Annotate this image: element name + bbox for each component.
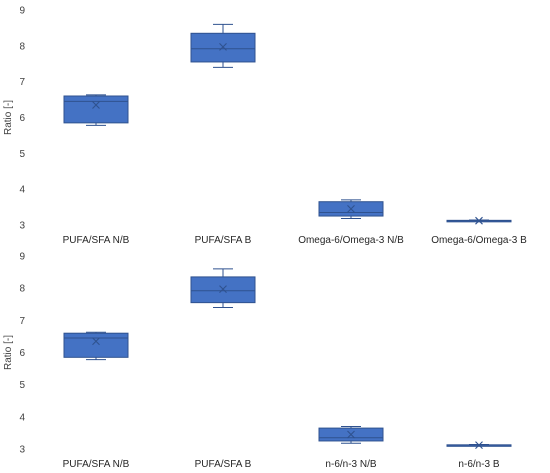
chart1-category-label: PUFA/SFA B	[195, 235, 252, 246]
chart1-y-axis-label: Ratio [-]	[3, 100, 14, 135]
chart2-y-tick-label: 5	[19, 380, 25, 391]
chart2-category-label: PUFA/SFA N/B	[63, 459, 130, 470]
chart1-y-tick-label: 6	[19, 113, 25, 124]
chart2-y-tick-label: 9	[19, 252, 25, 263]
chart1-y-tick-label: 3	[19, 221, 25, 232]
chart2-mean-marker	[219, 285, 227, 294]
chart2-category-label: PUFA/SFA B	[195, 459, 252, 470]
chart1-y-tick-label: 7	[19, 77, 25, 88]
chart2-y-axis-label: Ratio [-]	[3, 335, 14, 370]
chart1-mean-marker	[92, 101, 100, 109]
chart2-y-tick-label: 4	[19, 412, 25, 423]
chart1-y-tick-label: 9	[19, 6, 25, 17]
chart2-mean-marker	[475, 441, 483, 450]
chart2-mean-marker	[347, 430, 355, 439]
chart1-category-label: PUFA/SFA N/B	[63, 235, 130, 246]
chart1-category-label: Omega-6/Omega-3 B	[431, 235, 527, 246]
chart2-box	[63, 332, 129, 358]
chart2-category-label: n-6/n-3 B	[458, 459, 499, 470]
chart1-category-label: Omega-6/Omega-3 N/B	[298, 235, 404, 246]
chart1-mean-marker	[475, 216, 483, 225]
chart1-y-tick-label: 4	[19, 185, 25, 196]
chart1-y-tick-label: 5	[19, 149, 25, 160]
chart1-mean-marker	[347, 204, 355, 213]
chart2-y-tick-label: 7	[19, 316, 25, 327]
chart2-y-tick-label: 3	[19, 445, 25, 456]
chart2-mean-marker	[92, 337, 100, 346]
chart2-y-tick-label: 8	[19, 284, 25, 295]
chart2-category-label: n-6/n-3 N/B	[325, 459, 376, 470]
chart1-mean-marker	[219, 43, 227, 51]
chart2-y-tick-label: 6	[19, 348, 25, 359]
chart1-y-tick-label: 8	[19, 41, 25, 52]
chart1-box	[63, 95, 129, 124]
